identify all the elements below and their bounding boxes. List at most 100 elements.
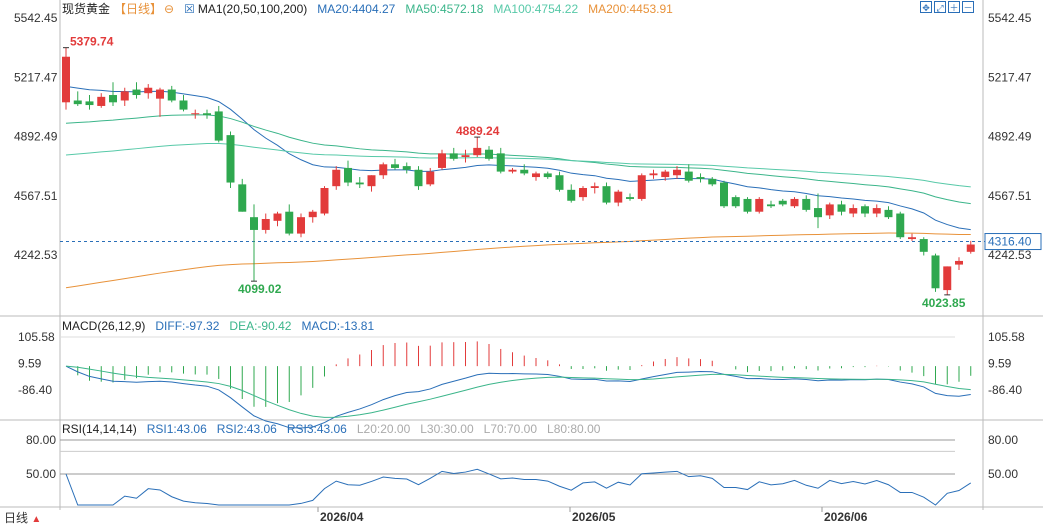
macd-tick-right: 105.58 (988, 330, 1025, 344)
candle-body (355, 182, 364, 185)
macd-diff-line (65, 365, 971, 429)
l70-value: L70:70.00 (483, 422, 538, 436)
candle-body (743, 198, 752, 212)
annotation-low1: 4099.02 (238, 282, 282, 296)
candle-body (602, 186, 611, 203)
candle-body (919, 239, 928, 252)
rsi1-value: RSI1:43.06 (146, 422, 207, 436)
price-header: 现货黄金 【日线】 ⊖ ☒ MA1(20,50,100,200) MA20:4404.27… (62, 2, 683, 16)
current-price-box (984, 233, 1042, 251)
candle-body (191, 113, 200, 115)
zoom-out-icon[interactable]: － (962, 1, 974, 13)
candle-body (778, 200, 787, 205)
candle-body (414, 169, 423, 187)
candle-body (579, 188, 587, 198)
rsi-tick-right: 50.00 (988, 467, 1018, 481)
candle-body (144, 87, 153, 94)
candle-body (567, 189, 576, 201)
ma200-line (65, 232, 971, 289)
rsi-tick-left: 50.00 (26, 467, 56, 481)
symbol-name: 现货黄金 (62, 2, 111, 16)
price-tick-left: 4242.53 (14, 248, 58, 262)
macd-tick-right: -86.40 (988, 383, 1022, 397)
candle-body (250, 217, 258, 230)
candle-body (367, 175, 376, 187)
current-price-label: 4316.40 (988, 235, 1032, 249)
price-tick-left: 4892.49 (14, 130, 58, 144)
x-axis-label: 2026/06 (824, 510, 868, 524)
rsi3-value: RSI3:43.06 (286, 422, 347, 436)
candle-body (943, 266, 952, 291)
period-selector[interactable]: 日线 ▲ (4, 509, 41, 526)
annotation-low2: 4023.85 (922, 296, 966, 310)
candle-body (132, 89, 141, 96)
candle-body (167, 89, 176, 101)
candle-body (308, 211, 317, 218)
candle-body (590, 186, 599, 189)
candle-body (332, 169, 341, 187)
rsi-tick-right: 80.00 (988, 433, 1018, 447)
rsi-header: RSI(14,14,14) RSI1:43.06 RSI2:43.06 RSI3:43… (62, 422, 610, 436)
price-tick-right: 5217.47 (988, 70, 1032, 84)
candle-body (391, 164, 399, 168)
zoom-in-icon[interactable]: ＋ (948, 1, 960, 13)
candle-body (802, 198, 811, 210)
candle-body (156, 89, 164, 99)
candle-body (849, 208, 858, 214)
candle-body (120, 91, 129, 101)
candle-body (261, 218, 270, 230)
candle-body (238, 184, 247, 212)
ma20-line (65, 85, 971, 231)
expand-icon[interactable]: ⤢ (934, 1, 946, 13)
candle-body (825, 204, 834, 216)
move-icon[interactable]: ✥ (920, 1, 932, 13)
price-tick-left: 5217.47 (14, 70, 58, 84)
candle-body (872, 208, 881, 214)
price-tick-right: 4567.51 (988, 189, 1032, 203)
macd-tick-left: -86.40 (18, 383, 52, 397)
candle-body (767, 204, 775, 207)
ma20-value: MA20:4404.27 (317, 2, 396, 16)
price-tick-right: 5542.45 (988, 11, 1032, 25)
macd-diff: DIFF:-97.32 (155, 319, 220, 333)
candle-body (85, 101, 94, 106)
candle-body (896, 213, 905, 238)
period-label[interactable]: 【日线】 (114, 2, 163, 16)
candle-body (790, 198, 799, 207)
candle-body (520, 169, 529, 174)
ma-icon: ☒ (184, 2, 195, 16)
candle-body (614, 191, 623, 203)
x-axis-label: 2026/05 (572, 510, 616, 524)
candle-body (555, 175, 564, 190)
candle-body (684, 171, 693, 181)
macd-dea-line (65, 365, 971, 418)
candle-body (179, 100, 188, 110)
rsi2-value: RSI2:43.06 (216, 422, 277, 436)
candle-body (320, 188, 329, 214)
candle-body (473, 147, 482, 156)
candle-body (297, 217, 305, 234)
candle-body (402, 166, 411, 170)
macd-tick-left: 105.58 (18, 330, 55, 344)
settings-icon[interactable]: ⊖ (164, 2, 175, 16)
l20-value: L20:20.00 (356, 422, 411, 436)
x-axis-label: 2026/04 (320, 510, 364, 524)
rsi-tick-left: 80.00 (26, 433, 56, 447)
candle-body (461, 155, 470, 158)
candle-body (379, 164, 388, 176)
annotation-mid-high: 4889.24 (456, 124, 500, 138)
rsi-title: RSI(14,14,14) (62, 422, 137, 436)
ma200-value: MA200:4453.91 (588, 2, 673, 16)
candle-body (884, 209, 893, 218)
candle-body (837, 204, 846, 212)
candle-body (508, 169, 517, 172)
candle-body (649, 173, 658, 176)
candle-body (73, 100, 82, 105)
price-tick-left: 4567.51 (14, 189, 58, 203)
macd-dea: DEA:-90.42 (229, 319, 292, 333)
candle-body (543, 173, 552, 178)
l30-value: L30:30.00 (420, 422, 474, 436)
candle-body (696, 177, 705, 179)
candle-body (426, 171, 435, 185)
candle-body (661, 171, 670, 178)
